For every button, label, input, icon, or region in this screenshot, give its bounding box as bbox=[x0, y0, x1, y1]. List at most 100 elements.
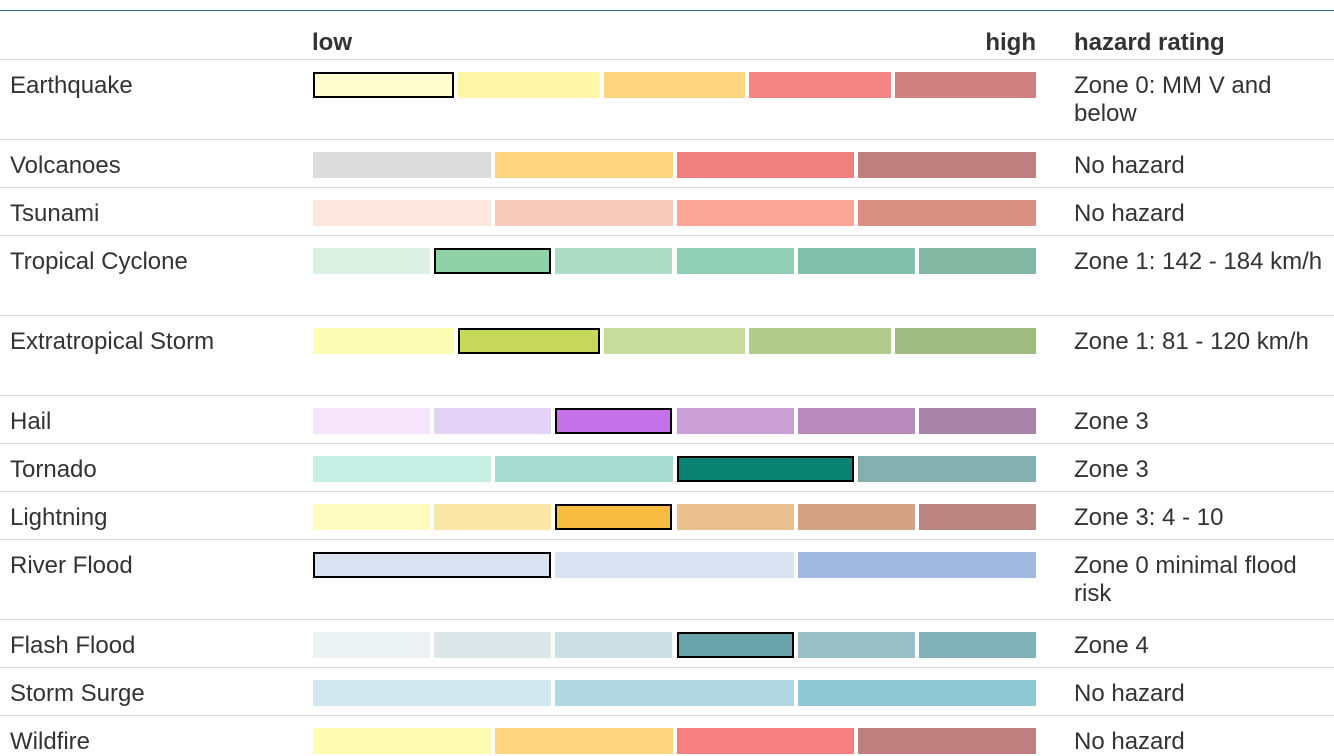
hazard-level-segment-current bbox=[676, 456, 855, 482]
hazard-name: Earthquake bbox=[10, 72, 133, 99]
hazard-rating: No hazard bbox=[1074, 200, 1185, 227]
hazard-level-segment bbox=[797, 408, 915, 434]
hazard-level-segment bbox=[313, 248, 431, 274]
hazard-scale-bar bbox=[313, 728, 1036, 754]
header-high: high bbox=[985, 29, 1036, 56]
hazard-level-segment bbox=[313, 328, 455, 354]
hazard-level-segment-current bbox=[555, 504, 673, 530]
row-separator bbox=[0, 619, 1334, 620]
hazard-level-segment bbox=[676, 504, 794, 530]
hazard-level-segment bbox=[494, 200, 673, 226]
hazard-rating: Zone 3 bbox=[1074, 408, 1149, 435]
hazard-level-segment-current bbox=[313, 552, 552, 578]
hazard-scale-bar bbox=[313, 504, 1036, 530]
hazard-rating: No hazard bbox=[1074, 680, 1185, 707]
hazard-level-segment bbox=[797, 248, 915, 274]
hazard-level-segment bbox=[555, 248, 673, 274]
hazard-level-segment bbox=[434, 632, 552, 658]
hazard-rating: Zone 3: 4 - 10 bbox=[1074, 504, 1224, 531]
hazard-name: Volcanoes bbox=[10, 152, 121, 179]
hazard-level-segment bbox=[494, 456, 673, 482]
hazard-rating: Zone 1: 142 - 184 km/h bbox=[1074, 248, 1323, 275]
hazard-level-segment bbox=[797, 504, 915, 530]
hazard-scale-bar bbox=[313, 408, 1036, 434]
hazard-level-segment-current bbox=[458, 328, 600, 354]
hazard-level-segment bbox=[494, 728, 673, 754]
hazard-name: Storm Surge bbox=[10, 680, 145, 707]
hazard-level-segment bbox=[894, 328, 1036, 354]
hazard-level-segment-current bbox=[434, 248, 552, 274]
row-separator bbox=[0, 395, 1334, 396]
hazard-level-segment bbox=[918, 408, 1036, 434]
hazard-rating: Zone 4 bbox=[1074, 632, 1149, 659]
hazard-level-segment bbox=[894, 72, 1036, 98]
hazard-level-segment bbox=[918, 248, 1036, 274]
hazard-level-segment-current bbox=[555, 408, 673, 434]
hazard-level-segment bbox=[858, 456, 1036, 482]
hazard-level-segment bbox=[313, 680, 552, 706]
hazard-level-segment bbox=[603, 72, 746, 98]
hazard-level-segment bbox=[676, 200, 855, 226]
hazard-rating: Zone 3 bbox=[1074, 456, 1149, 483]
hazard-level-segment bbox=[797, 632, 915, 658]
hazard-scale-bar bbox=[313, 72, 1036, 98]
hazard-level-segment bbox=[313, 632, 431, 658]
hazard-level-segment bbox=[858, 728, 1036, 754]
hazard-level-segment bbox=[858, 200, 1036, 226]
row-separator bbox=[0, 315, 1334, 316]
hazard-name: Flash Flood bbox=[10, 632, 136, 659]
header-low: low bbox=[312, 29, 352, 56]
hazard-rating: Zone 0: MM V and below bbox=[1074, 72, 1272, 127]
hazard-scale-bar bbox=[313, 456, 1036, 482]
hazard-name: Lightning bbox=[10, 504, 108, 531]
row-separator bbox=[0, 667, 1334, 668]
hazard-level-segment bbox=[797, 680, 1036, 706]
row-separator bbox=[0, 443, 1334, 444]
hazard-rating: Zone 0 minimal flood risk bbox=[1074, 552, 1297, 607]
hazard-level-segment bbox=[313, 152, 491, 178]
hazard-level-segment bbox=[313, 200, 491, 226]
hazard-level-segment bbox=[434, 408, 552, 434]
row-separator bbox=[0, 715, 1334, 716]
hazard-level-segment bbox=[797, 552, 1036, 578]
top-rule bbox=[0, 10, 1334, 11]
row-separator bbox=[0, 187, 1334, 188]
hazard-scale-bar bbox=[313, 248, 1036, 274]
hazard-level-segment bbox=[458, 72, 600, 98]
hazard-rating: Zone 1: 81 - 120 km/h bbox=[1074, 328, 1309, 355]
row-separator bbox=[0, 139, 1334, 140]
row-separator bbox=[0, 539, 1334, 540]
hazard-scale-bar bbox=[313, 152, 1036, 178]
hazard-level-segment bbox=[749, 72, 891, 98]
hazard-level-segment bbox=[434, 504, 552, 530]
hazard-scale-bar bbox=[313, 632, 1036, 658]
hazard-scale-bar bbox=[313, 200, 1036, 226]
hazard-level-segment-current bbox=[676, 632, 794, 658]
hazard-level-segment bbox=[676, 248, 794, 274]
hazard-level-segment bbox=[313, 728, 491, 754]
hazard-name: Tsunami bbox=[10, 200, 100, 227]
hazard-name: Tropical Cyclone bbox=[10, 248, 188, 275]
hazard-scale-bar bbox=[313, 680, 1036, 706]
hazard-level-segment bbox=[918, 632, 1036, 658]
header-hazard-rating: hazard rating bbox=[1074, 29, 1225, 56]
hazard-name: Hail bbox=[10, 408, 52, 435]
hazard-name: Extratropical Storm bbox=[10, 328, 215, 355]
hazard-level-segment bbox=[494, 152, 673, 178]
hazard-level-segment bbox=[676, 728, 855, 754]
hazard-level-segment bbox=[918, 504, 1036, 530]
row-separator bbox=[0, 491, 1334, 492]
hazard-level-segment bbox=[603, 328, 746, 354]
hazard-rating: No hazard bbox=[1074, 728, 1185, 755]
hazard-name: Wildfire bbox=[10, 728, 91, 755]
hazard-level-segment bbox=[555, 632, 673, 658]
row-separator bbox=[0, 235, 1334, 236]
hazard-level-segment bbox=[313, 408, 431, 434]
hazard-scale-bar bbox=[313, 328, 1036, 354]
hazard-level-segment bbox=[313, 456, 491, 482]
hazard-level-segment bbox=[313, 504, 431, 530]
hazard-level-segment bbox=[749, 328, 891, 354]
hazard-level-segment bbox=[858, 152, 1036, 178]
hazard-level-segment bbox=[555, 552, 794, 578]
hazard-name: River Flood bbox=[10, 552, 133, 579]
